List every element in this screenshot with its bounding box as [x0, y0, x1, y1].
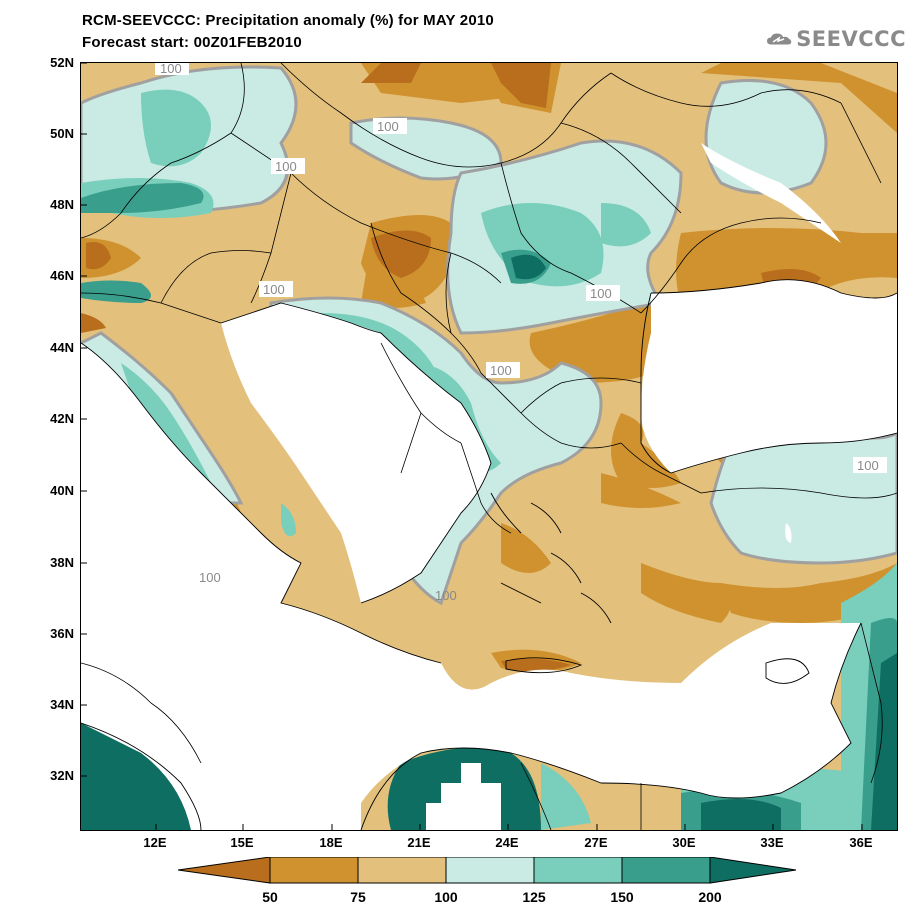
coastlines [81, 279, 897, 830]
axis-ticks [81, 63, 863, 830]
legend-swatch-150-200 [621, 856, 711, 884]
contour-label-box [373, 118, 407, 134]
contour-label: 100 [199, 570, 221, 585]
precipitation-anomaly-map: 100 100 100 100 100 100 100 100 100 [80, 62, 898, 831]
contour-labels: 100 100 100 100 100 100 100 100 100 [155, 63, 887, 603]
legend-label-125: 125 [522, 889, 546, 905]
lon-label-30e: 30E [672, 835, 696, 850]
lat-label-32n: 32N [50, 768, 74, 783]
contour-label-box [586, 285, 620, 301]
legend-swatch-below-50 [177, 856, 271, 884]
contour-label-box [271, 158, 305, 174]
contour-label-box [155, 63, 189, 75]
lat-label-48n: 48N [50, 197, 74, 212]
legend-swatch-above-200 [709, 856, 797, 884]
contour-label: 100 [857, 458, 879, 473]
legend-label-200: 200 [698, 889, 722, 905]
legend-label-100: 100 [434, 889, 458, 905]
logo-text: SEEVCCC [796, 27, 906, 51]
lat-label-52n: 52N [50, 55, 74, 70]
sea-areas [81, 143, 897, 830]
contour-label: 100 [590, 286, 612, 301]
contour-label-box [259, 281, 293, 297]
legend-swatch-75-100 [357, 856, 447, 884]
contour-label: 100 [275, 159, 297, 174]
legend-swatch-125-150 [533, 856, 623, 884]
forecast-start-subtitle: Forecast start: 00Z01FEB2010 [82, 34, 302, 51]
lon-label-27e: 27E [584, 835, 608, 850]
contour-label-box [195, 569, 229, 585]
legend-bar [177, 856, 797, 884]
lat-label-50n: 50N [50, 126, 74, 141]
lon-label-15e: 15E [230, 835, 254, 850]
legend-label-75: 75 [350, 889, 366, 905]
cloud-icon [767, 33, 792, 45]
lat-label-34n: 34N [50, 697, 74, 712]
lon-label-12e: 12E [143, 835, 167, 850]
legend-label-150: 150 [610, 889, 634, 905]
contour-label: 100 [160, 63, 182, 76]
color-legend: 50 75 100 125 150 200 [177, 856, 798, 917]
lat-label-40n: 40N [50, 483, 74, 498]
lon-label-33e: 33E [760, 835, 784, 850]
lon-label-36e: 36E [849, 835, 873, 850]
country-borders [81, 63, 897, 830]
lon-label-18e: 18E [319, 835, 343, 850]
lat-label-46n: 46N [50, 268, 74, 283]
map-canvas: 100 100 100 100 100 100 100 100 100 [81, 63, 897, 830]
contour-label: 100 [435, 588, 457, 603]
lat-label-42n: 42N [50, 411, 74, 426]
lat-label-36n: 36N [50, 626, 74, 641]
lon-label-21e: 21E [407, 835, 431, 850]
contour-label-box [486, 362, 520, 378]
contour-label-box [853, 457, 887, 473]
legend-label-50: 50 [262, 889, 278, 905]
contour-label: 100 [263, 282, 285, 297]
legend-swatch-100-125 [445, 856, 535, 884]
contour-label: 100 [377, 119, 399, 134]
legend-swatch-50-75 [269, 856, 359, 884]
lon-label-24e: 24E [495, 835, 519, 850]
contour-label: 100 [490, 363, 512, 378]
seevccc-logo: SEEVCCC [766, 22, 906, 56]
map-title: RCM-SEEVCCC: Precipitation anomaly (%) f… [82, 12, 494, 29]
lat-label-44n: 44N [50, 340, 74, 355]
lat-label-38n: 38N [50, 555, 74, 570]
